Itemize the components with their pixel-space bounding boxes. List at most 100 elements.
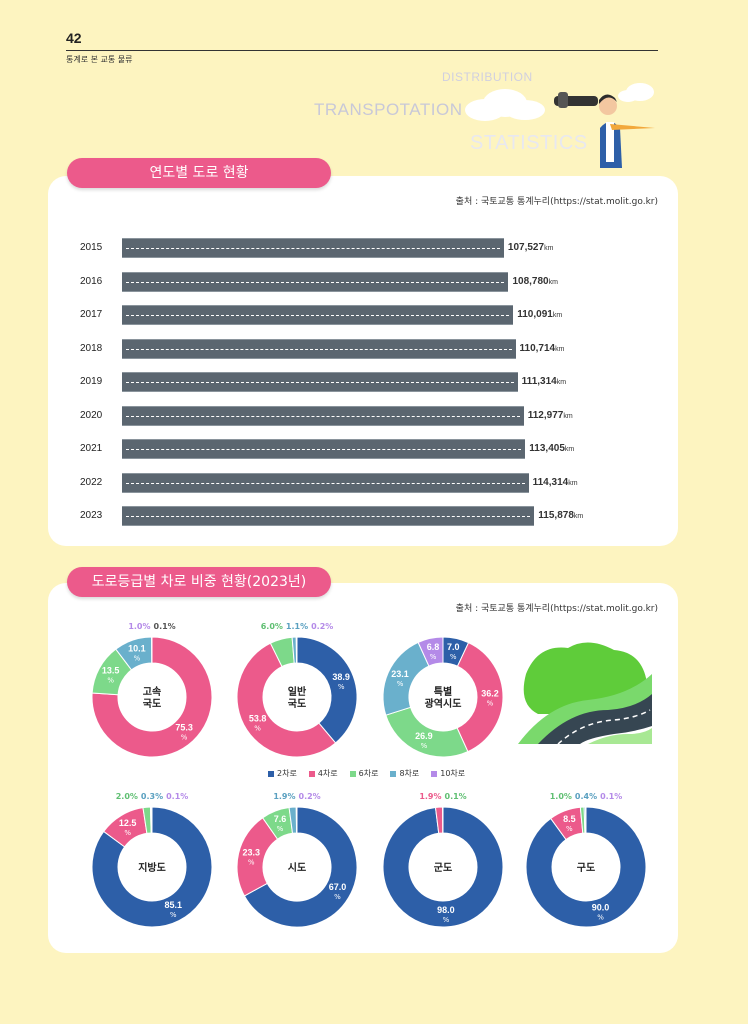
illustration-man-with-binoculars [465,83,655,168]
bar-value-unit: km [563,412,573,420]
donut-slice-percent: % [397,680,404,688]
donut-slice-percent: % [338,683,345,691]
bar-value-label: 107,527km [508,242,554,253]
donut-slice-label: 13.5 [102,666,120,676]
donut-chart: 85.1% 12.5% 지방도 2.0% 0.3% 0.1% [91,792,213,931]
donut-minor-label: 0.1% [444,792,467,801]
donut-slice-label: 23.1 [391,669,409,679]
donut-slice-percent: % [170,911,177,919]
donut-center-label: 구도 [577,862,595,874]
bar-value-label: 114,314km [533,477,578,488]
bar-value-label: 108,780km [512,276,558,287]
donut-svg: 38.9%53.8%일반 국도 [236,636,358,758]
bar-value-unit: km [552,312,563,319]
donut-slice-label: 67.0 [329,882,347,892]
donut-slice-label: 53.8 [249,714,267,724]
bar-value-number: 110,714 [519,342,556,354]
donut-minor-label: 6.0% [260,622,283,631]
donut-slice-label: 12.5 [119,818,137,828]
bar [122,305,514,325]
donut-slice-label: 7.6 [274,814,287,824]
bar-value-label: 112,977km [528,410,573,421]
donut-slice [236,642,337,758]
bar-value-label: 110,714km [520,343,565,354]
section2-source: 출처 : 국토교통 통계누리(https://stat.molit.go.kr) [455,604,658,614]
legend-swatch [268,770,274,777]
donut-slice-label: 38.9 [332,672,350,682]
donut-slice-label: 8.5 [563,814,576,824]
bar-year-label: 2021 [80,443,103,454]
donut-slice-percent: % [248,858,255,866]
donut-slice-percent: % [443,916,450,924]
donut-minor-label: 0.2% [298,792,321,801]
donut-minor-label: 0.1% [600,792,623,801]
donut-svg: 7.0%36.2%26.9%23.1%6.8%특별 광역시도 [382,636,504,758]
donut-slice-percent: % [134,654,141,662]
bar [122,271,509,292]
donut-minor-label: 1.0% [549,792,572,801]
donut-svg: 85.1%12.5%지방도 [91,806,213,928]
cloud-illustration [465,83,654,121]
bar-value-label: 115,878km [538,510,583,521]
donut-center-label: 지방도 [138,861,166,874]
bar-value-label: 111,314km [522,376,566,387]
bar-value-number: 111,314 [521,376,557,387]
bar-value-unit: km [568,479,578,487]
donut-slice-label: 26.9 [415,731,433,741]
bar-value-number: 113,405 [529,443,565,454]
donut-minor-label: 0.4% [574,792,598,801]
bar [122,472,529,493]
deco-word-statistics: STATISTICS [470,132,588,154]
donut-chart: 75.3% 13.5% 10.1% 고속 국도 1.0% 0.1% [91,622,213,761]
bar-value-unit: km [555,345,565,353]
donut-slice [456,642,504,753]
donut-slice-percent: % [430,653,437,661]
donut-slice [91,636,213,758]
legend-label: 2차로 [277,769,297,778]
legend-label: 10차로 [440,769,466,778]
donut-minor-label: 0.1% [153,622,176,631]
legend-swatch [308,770,315,777]
donut-svg: 75.3%13.5%10.1%고속 국도 [91,636,213,758]
donut-slice-percent: % [107,677,114,685]
bar [122,405,524,426]
donut-slice-percent: % [566,825,573,833]
section1-title: 연도별 도로 현황 [67,158,331,188]
donut-minor-labels: 1.0% 0.4% 0.1% [526,792,646,801]
donut-center-label-line: 고속 [143,686,161,698]
legend-label: 8차로 [399,769,420,778]
bar-value-unit: km [556,379,567,386]
bar-value-unit: km [564,446,575,453]
bar-value-number: 110,091 [517,309,553,320]
donut-slice [295,636,298,664]
donut-minor-labels: 2.0% 0.3% 0.1% [92,792,212,801]
donut-slice-label: 23.3 [242,847,260,857]
header-divider [66,50,658,51]
donut-slice [525,806,647,928]
donut-slice-label: 6.8 [427,642,440,652]
donut-slice-percent: % [277,825,284,833]
donut-slice-label: 10.1 [128,643,146,653]
donut-svg: 67.0%23.3%7.6%시도 [236,806,358,928]
bar [122,238,504,258]
donut-minor-label: 1.9% [419,792,442,801]
donut-minor-label: 1.9% [273,792,296,801]
bar-value-unit: km [573,513,584,520]
bar-year-label: 2015 [80,242,103,253]
bar-year-label: 2018 [80,342,103,354]
donut-center-label-line: 특별 [434,685,452,698]
donut-slice-percent: % [421,742,428,750]
bar-value-number: 115,878 [538,510,574,521]
donut-slice [382,806,504,928]
bar-year-label: 2023 [80,510,103,521]
donut-center-label: 시도 [288,862,306,874]
donut-slice-percent: % [487,699,494,707]
donut-center-label-line: 국도 [143,698,161,710]
donut-minor-label: 1.0% [128,622,151,631]
donut-slice [296,636,358,744]
donut-slice-label: 7.0 [447,642,460,652]
donut-minor-label: 0.3% [140,792,164,801]
donut-chart: 98.0% 군도 1.9% 0.1% [382,792,504,931]
donut-slice-percent: % [597,914,604,922]
page-subtitle: 통계로 본 교통 물류 [66,55,133,64]
